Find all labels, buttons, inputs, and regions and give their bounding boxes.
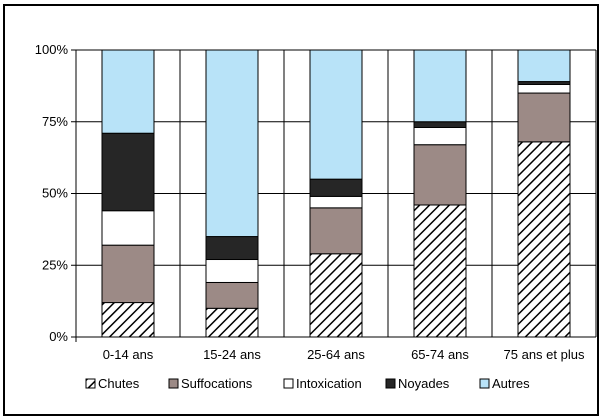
bar-segment-intoxication-2 [205, 259, 259, 283]
legend-label-autres: Autres [492, 376, 530, 391]
x-tick-label: 0-14 ans [103, 347, 154, 362]
bar-segment-noyades-4 [413, 121, 467, 128]
bar-segment-autres-4 [413, 49, 467, 123]
x-tick-label: 75 ans et plus [504, 347, 585, 362]
bar-segment-chutes-1 [101, 302, 155, 338]
x-tick-label: 15-24 ans [203, 347, 261, 362]
bar-segment-autres-5 [517, 49, 571, 83]
bar-segment-intoxication-1 [101, 210, 155, 246]
bars-layer [101, 49, 571, 338]
bar-segment-suffocations-4 [413, 144, 467, 206]
bar-segment-chutes-5 [517, 141, 571, 338]
bar-segment-suffocations-1 [101, 244, 155, 304]
bar-segment-suffocations-5 [517, 92, 571, 143]
y-tick-label: 50% [42, 186, 68, 201]
legend-swatch-noyades [385, 378, 396, 389]
legend-label-chutes: Chutes [98, 376, 140, 391]
legend-swatch-autres [479, 378, 490, 389]
y-tick-label: 0% [49, 329, 68, 344]
y-tick-label: 75% [42, 114, 68, 129]
x-tick-label: 25-64 ans [307, 347, 365, 362]
bar-segment-suffocations-3 [309, 207, 363, 255]
bar-segment-chutes-3 [309, 253, 363, 338]
legend-label-noyades: Noyades [398, 376, 450, 391]
legend: Chutes Suffocations Intoxication Noyades Aut… [85, 376, 530, 391]
axis-layer: 0% 25% 50% 75% 100% 0-14 ans 15-24 ans 25-64 an… [35, 42, 585, 362]
bar-segment-suffocations-2 [205, 281, 259, 309]
bar-segment-autres-2 [205, 49, 259, 238]
bar-segment-autres-3 [309, 49, 363, 180]
legend-swatch-chutes [85, 378, 96, 389]
bar-segment-intoxication-3 [309, 195, 363, 209]
bar-segment-chutes-2 [205, 307, 259, 338]
bar-segment-chutes-4 [413, 204, 467, 338]
legend-label-intoxication: Intoxication [296, 376, 362, 391]
bar-segment-intoxication-4 [413, 126, 467, 146]
bar-segment-noyades-3 [309, 178, 363, 197]
legend-swatch-intoxication [283, 378, 294, 389]
y-tick-label: 100% [35, 42, 69, 57]
bar-segment-noyades-2 [205, 236, 259, 261]
bar-segment-intoxication-5 [517, 83, 571, 94]
x-tick-label: 65-74 ans [411, 347, 469, 362]
legend-label-suffocations: Suffocations [181, 376, 253, 391]
bar-segment-autres-1 [101, 49, 155, 134]
legend-swatch-suffocations [168, 378, 179, 389]
bar-segment-noyades-1 [101, 132, 155, 212]
y-tick-label: 25% [42, 257, 68, 272]
